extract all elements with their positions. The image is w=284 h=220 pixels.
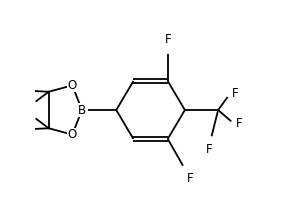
Text: F: F — [206, 143, 213, 156]
Text: F: F — [164, 33, 171, 46]
Text: O: O — [68, 79, 77, 92]
Text: B: B — [78, 103, 86, 117]
Text: F: F — [232, 87, 239, 100]
Text: F: F — [187, 172, 194, 185]
Text: O: O — [68, 128, 77, 141]
Text: F: F — [236, 117, 243, 130]
